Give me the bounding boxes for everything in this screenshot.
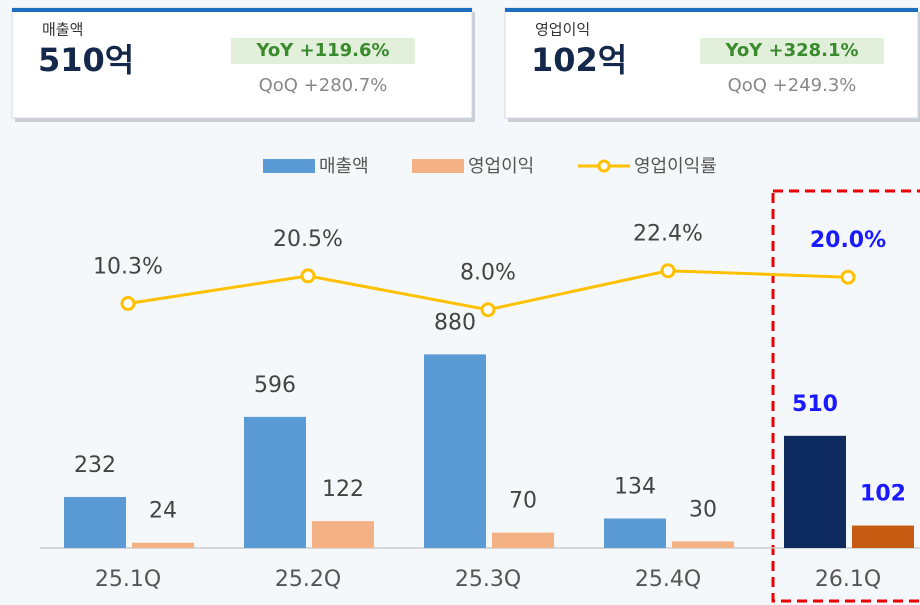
x-tick-label: 25.2Q — [275, 567, 341, 592]
x-tick-label: 25.4Q — [635, 567, 701, 592]
data-label: 596 — [254, 373, 296, 398]
data-label: 22.4% — [633, 222, 703, 247]
legend-label: 영업이익 — [468, 156, 534, 177]
bar — [604, 518, 666, 548]
data-label: 10.3% — [93, 254, 163, 279]
data-label: 134 — [614, 475, 656, 500]
legend-marker — [597, 159, 611, 173]
data-label: 24 — [149, 499, 177, 524]
card-value: 510억 — [38, 41, 134, 79]
legend-swatch — [412, 159, 464, 173]
x-tick-label: 25.1Q — [95, 567, 161, 592]
line-point — [120, 295, 136, 311]
data-label: 510 — [792, 392, 838, 417]
highlight-box — [771, 189, 920, 603]
legend-swatch — [263, 159, 315, 173]
line-point — [660, 263, 676, 279]
card-top-border — [505, 8, 918, 12]
bar — [132, 542, 194, 548]
bar — [852, 525, 914, 548]
line-point — [480, 302, 496, 318]
card-top-border — [12, 8, 472, 12]
x-tick-label: 26.1Q — [815, 567, 881, 592]
x-tick-label: 25.3Q — [455, 567, 521, 592]
bar — [244, 416, 306, 548]
bar — [424, 354, 486, 548]
data-label: 232 — [74, 453, 116, 478]
data-label: 122 — [322, 477, 364, 502]
data-label: 8.0% — [460, 261, 516, 286]
data-label: 880 — [434, 310, 476, 335]
bar — [312, 521, 374, 548]
yoy: YoY +119.6% — [255, 40, 389, 61]
data-label: 30 — [689, 497, 717, 522]
yoy-badge — [231, 38, 415, 64]
legend-label: 매출액 — [319, 156, 369, 177]
bar — [492, 532, 554, 548]
yoy: YoY +328.1% — [724, 40, 858, 61]
card-title: 영업이익 — [535, 21, 590, 39]
card-value: 102억 — [531, 41, 627, 79]
qoq: QoQ +280.7% — [259, 75, 388, 96]
data-label: 20.0% — [810, 228, 886, 253]
data-label: 70 — [509, 489, 537, 514]
bar — [784, 435, 846, 548]
data-label: 20.5% — [273, 227, 343, 252]
qoq: QoQ +249.3% — [728, 75, 857, 96]
line-point — [840, 269, 856, 285]
yoy-badge — [700, 38, 884, 64]
bar — [672, 541, 734, 548]
data-label: 102 — [860, 482, 906, 507]
bar — [64, 496, 126, 548]
card-title: 매출액 — [42, 21, 83, 39]
line-point — [300, 268, 316, 284]
legend-label: 영업이익률 — [634, 156, 717, 177]
